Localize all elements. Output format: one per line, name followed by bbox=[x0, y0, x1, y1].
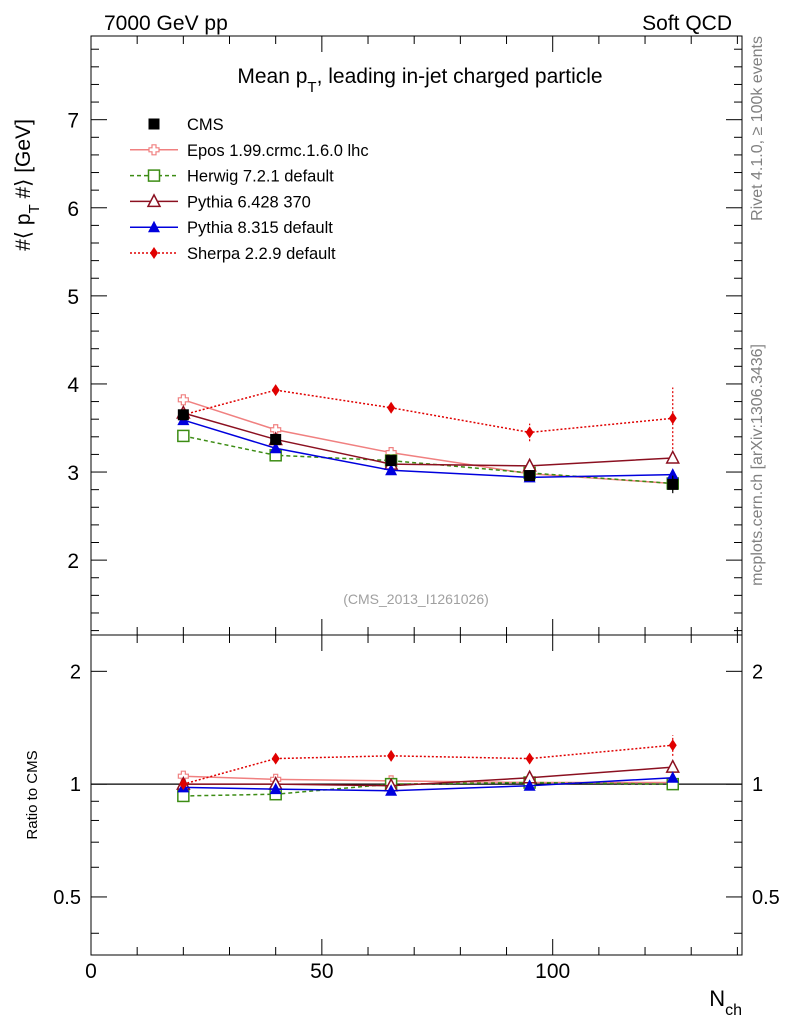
legend-marker bbox=[147, 169, 161, 182]
ratio-series bbox=[176, 759, 680, 792]
ratio-point bbox=[387, 749, 396, 762]
data-point bbox=[667, 478, 679, 490]
ratio-point bbox=[668, 739, 677, 752]
ratio-frame bbox=[90, 634, 743, 956]
legend-label: Epos 1.99.crmc.1.6.0 lhc bbox=[187, 142, 369, 160]
legend-marker bbox=[150, 247, 158, 259]
main-ytick-label: 5 bbox=[67, 286, 79, 309]
legend-label: Pythia 8.315 default bbox=[187, 219, 333, 237]
ratio-line bbox=[183, 744, 673, 785]
ratio-series bbox=[179, 735, 677, 791]
main-ytick-label: 3 bbox=[67, 462, 79, 485]
legend-marker bbox=[148, 144, 160, 156]
legend-label: Sherpa 2.2.9 default bbox=[187, 245, 336, 263]
ratio-series bbox=[177, 771, 679, 796]
ratio-point bbox=[525, 752, 534, 765]
ratio-ytick-label: 0.5 bbox=[53, 887, 81, 909]
data-point bbox=[387, 401, 396, 414]
ratio-point bbox=[665, 759, 680, 773]
legend-marker bbox=[148, 118, 160, 130]
ratio-point bbox=[269, 782, 282, 795]
x-axis-label: Nch bbox=[709, 986, 742, 1019]
main-ytick-label: 7 bbox=[67, 110, 79, 133]
ratio-ytick-label: 1 bbox=[752, 774, 763, 796]
data-point bbox=[525, 426, 534, 439]
data-point bbox=[269, 441, 282, 454]
ratio-ytick-label: 1 bbox=[70, 774, 81, 796]
ratio-plot: 0.5 0.5 1 1 2 2 Ratio to CMS 0 50 100 Nch bbox=[24, 634, 780, 1019]
ratio-point bbox=[271, 752, 280, 765]
series-line bbox=[183, 419, 673, 479]
series bbox=[177, 413, 679, 483]
data-point bbox=[668, 412, 677, 425]
series-line bbox=[183, 399, 673, 485]
data-point bbox=[177, 409, 189, 421]
xtick-label: 50 bbox=[310, 960, 333, 983]
side-labels: Rivet 4.1.0, ≥ 100k events mcplots.cern.… bbox=[749, 36, 766, 586]
series-line bbox=[183, 389, 673, 434]
rivet-version-label: Rivet 4.1.0, ≥ 100k events bbox=[749, 36, 766, 221]
data-point bbox=[177, 429, 190, 443]
ratio-ytick-label: 2 bbox=[70, 661, 81, 683]
ratio-point bbox=[523, 779, 536, 791]
series bbox=[179, 384, 677, 450]
mcplots-site-label: mcplots.cern.ch [arXiv:1306.3436] bbox=[749, 344, 766, 586]
main-ytick-label: 6 bbox=[67, 198, 79, 221]
legend-marker bbox=[146, 193, 162, 208]
ratio-point bbox=[179, 778, 188, 791]
main-plot: 2 3 4 5 6 7 #⟨ pT #⟩ [GeV] Mean pT, leading in-… bbox=[12, 35, 743, 636]
series bbox=[176, 404, 680, 472]
main-ytick-label: 2 bbox=[67, 550, 79, 573]
main-y-axis-label: #⟨ pT #⟩ [GeV] bbox=[12, 119, 43, 251]
data-point bbox=[666, 468, 679, 480]
data-point bbox=[270, 433, 282, 445]
ratio-series bbox=[177, 770, 679, 789]
analysis-watermark: (CMS_2013_I1261026) bbox=[343, 591, 489, 607]
legend: CMS Epos 1.99.crmc.1.6.0 lhc Herwig 7.2.1 … bbox=[130, 116, 369, 263]
cms-data bbox=[177, 409, 679, 494]
legend-marker bbox=[148, 220, 160, 233]
legend-label: Herwig 7.2.1 default bbox=[187, 168, 334, 186]
series bbox=[177, 429, 679, 491]
data-point bbox=[524, 470, 536, 482]
ratio-point bbox=[666, 771, 679, 783]
header-left-label: 7000 GeV pp bbox=[104, 12, 228, 35]
main-ytick-label: 4 bbox=[67, 374, 79, 397]
header-right-label: Soft QCD bbox=[642, 12, 732, 35]
legend-label: CMS bbox=[187, 116, 224, 134]
xtick-label: 100 bbox=[535, 960, 570, 983]
data-point bbox=[177, 394, 189, 406]
chart-title: Mean pT, leading in-jet charged particle bbox=[237, 65, 602, 96]
legend-label: Pythia 6.428 370 bbox=[187, 193, 311, 211]
header: 7000 GeV pp Soft QCD bbox=[104, 12, 732, 35]
ratio-y-axis-label: Ratio to CMS bbox=[24, 750, 41, 839]
xtick-label: 0 bbox=[85, 960, 97, 983]
data-point bbox=[271, 384, 280, 397]
data-point bbox=[385, 463, 398, 476]
data-point bbox=[665, 449, 680, 464]
ratio-ytick-label: 0.5 bbox=[752, 887, 780, 909]
data-point bbox=[385, 455, 397, 467]
ratio-ytick-label: 2 bbox=[752, 661, 763, 683]
ratio-point bbox=[385, 784, 398, 796]
